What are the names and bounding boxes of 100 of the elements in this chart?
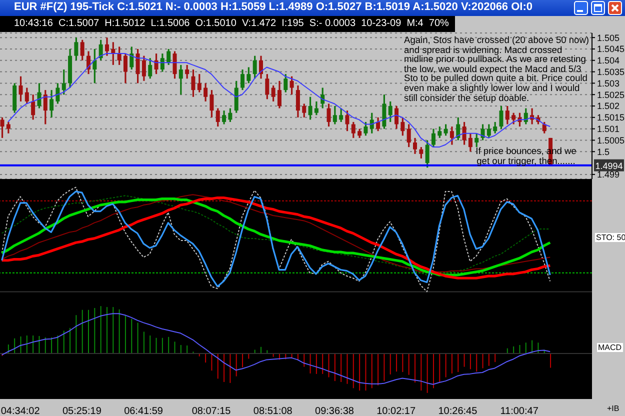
y-tick-label: 1.503: [597, 78, 620, 88]
candlestick: [358, 128, 362, 139]
candlestick: [296, 84, 300, 118]
candlestick: [160, 52, 164, 73]
candlestick: [382, 94, 386, 130]
candlestick: [18, 76, 23, 102]
candlestick: [271, 84, 276, 102]
candlestick: [474, 132, 479, 148]
candlestick: [388, 100, 392, 123]
candlestick: [252, 55, 257, 80]
y-tick-label: 1.504: [597, 56, 620, 66]
candlestick: [130, 46, 134, 70]
candlestick: [210, 89, 214, 118]
candlestick: [351, 121, 356, 139]
candlestick: [222, 110, 226, 126]
candlestick: [37, 82, 42, 110]
annotation: Again, Stos have crossed (20 above 50 now) and spread is widening. Macd crossed midline prior to pullback. As we are retesting the low, we would expect the Macd and 5/3 Sto to be pulled down quite a bit. Price could even make a slightly lower low and I would still consider the setup doable.: [404, 35, 590, 104]
y-tick-label: 1.5005: [597, 135, 625, 146]
y-tick-label: 1.502: [597, 101, 620, 112]
candlestick: [425, 139, 430, 168]
candlestick: [302, 102, 306, 118]
candlestick: [56, 82, 60, 105]
candlestick: [456, 116, 460, 142]
candlestick: [142, 55, 146, 82]
candlestick: [43, 89, 48, 126]
y-tick-label: 1.501: [597, 124, 620, 134]
candlestick: [185, 64, 190, 80]
candlestick: [62, 68, 66, 96]
candlestick: [0, 116, 4, 139]
ref-line-label: 1.4994: [595, 160, 623, 171]
candlestick: [486, 123, 491, 139]
x-tick-label: 05:25:19: [62, 406, 102, 416]
candlestick: [370, 112, 374, 134]
candlestick: [172, 50, 177, 80]
candlestick: [136, 48, 140, 84]
x-tick-label: 10:02:17: [376, 406, 416, 416]
y-tick-label: 1.505: [597, 32, 620, 43]
candlestick: [6, 121, 10, 134]
candlestick: [413, 137, 418, 155]
candlestick: [234, 80, 238, 114]
x-tick-label: 10:26:45: [438, 406, 478, 416]
candlestick: [493, 121, 498, 134]
x-tick-label: 06:41:59: [124, 406, 164, 416]
text: +IB: [607, 404, 620, 413]
candlestick: [284, 73, 288, 94]
candlestick: [394, 105, 399, 130]
candlestick: [265, 73, 270, 100]
candlestick: [246, 66, 251, 84]
x-tick-label: 11:00:47: [500, 406, 539, 416]
candlestick: [104, 36, 109, 57]
candlestick: [74, 36, 78, 62]
candlestick: [148, 57, 152, 80]
candlestick: [80, 39, 84, 62]
candlestick: [166, 48, 171, 66]
candlestick: [345, 110, 350, 132]
candlestick: [216, 107, 220, 128]
x-tick-label: 09:36:38: [315, 406, 354, 416]
candlestick: [450, 126, 454, 146]
x-tick-label: 04:34:02: [0, 406, 40, 416]
candlestick: [277, 80, 282, 110]
candlestick: [31, 94, 36, 120]
candlestick: [419, 146, 424, 160]
candlestick: [468, 132, 472, 152]
candlestick: [117, 46, 122, 66]
candlestick: [308, 96, 312, 120]
candlestick: [24, 86, 29, 105]
candlestick: [438, 126, 442, 139]
candlestick: [364, 121, 368, 136]
candlestick: [332, 105, 337, 126]
candlestick: [400, 116, 405, 136]
candlestick: [228, 107, 232, 123]
candlestick: [178, 64, 183, 96]
candlestick: [326, 102, 331, 128]
candlestick: [505, 105, 510, 126]
candlestick: [462, 121, 466, 146]
candlestick: [98, 39, 103, 62]
y-tick-label: 1.5: [597, 146, 610, 157]
candlestick: [314, 100, 318, 116]
candlestick: [444, 123, 448, 136]
candlestick: [197, 73, 202, 94]
candlestick: [499, 105, 504, 130]
x-tick-label: 08:07:15: [192, 406, 232, 416]
chart-subtitle: 10:43:16 C:1.5007 H:1.5012 L:1.5006 O:1.5010 V:1.472 I:195 S:- 0.0003 10-23-09 M:4 70%: [0, 16, 455, 32]
chart-title: EUR #F(Z) 195-Tick C:1.5021 N:- 0.0003 H:1.5059 L:1.4989 O:1.5027 B:1.5019 A:1.5020 V:202066 OI:0: [14, 1, 533, 13]
y-tick-label: 1.5015: [597, 112, 625, 123]
text: STO: 50: [595, 233, 625, 242]
y-tick-label: 1.499: [597, 170, 620, 180]
candlestick: [240, 68, 245, 91]
candlestick: [406, 123, 411, 148]
candlestick: [50, 89, 54, 118]
candlestick: [92, 48, 97, 84]
y-tick-label: 1.5045: [597, 44, 625, 54]
y-tick-label: 1.5025: [597, 90, 625, 100]
candlestick: [204, 82, 208, 102]
candlestick: [123, 52, 128, 84]
candlestick: [339, 107, 344, 123]
text: MACD: [597, 343, 623, 352]
candlestick: [191, 68, 196, 98]
candlestick: [512, 112, 516, 126]
candlestick: [376, 116, 380, 132]
